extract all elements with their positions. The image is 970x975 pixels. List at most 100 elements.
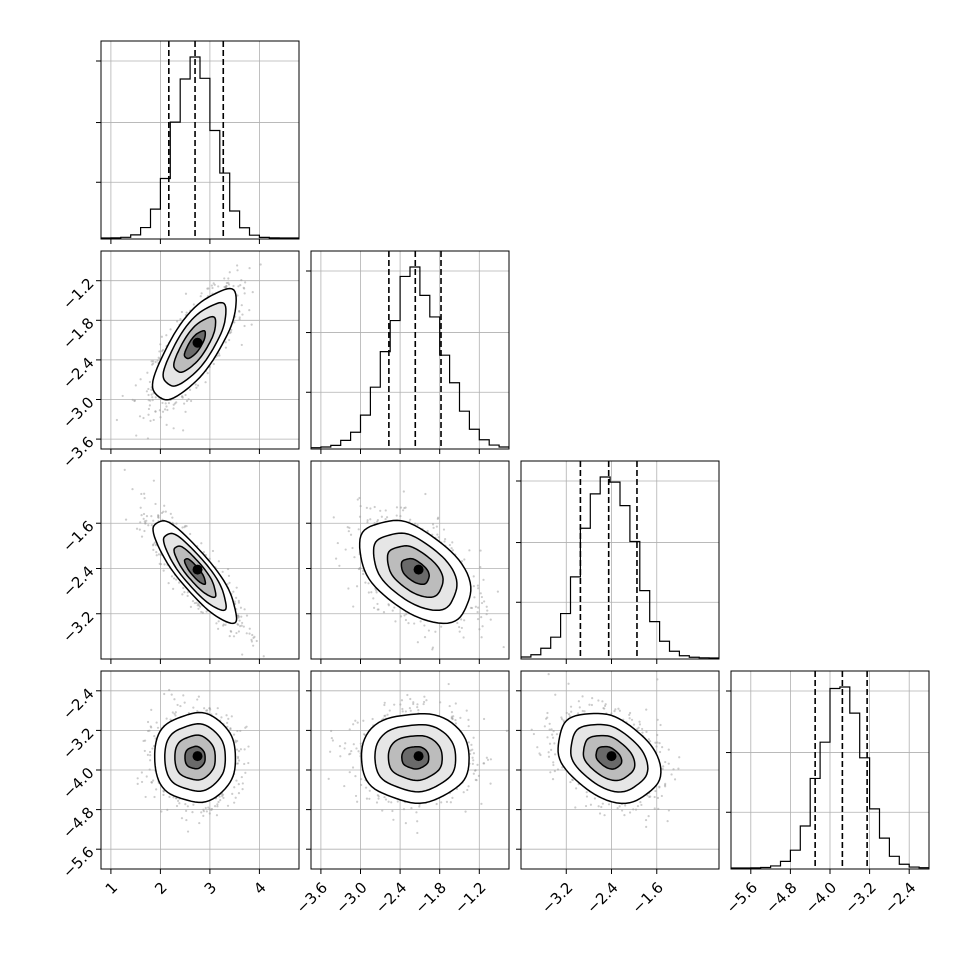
scatter-point (241, 788, 243, 790)
scatter-point (184, 411, 186, 413)
scatter-point (153, 735, 155, 737)
scatter-point (152, 362, 154, 364)
scatter-point (238, 759, 240, 761)
scatter-point (161, 402, 163, 404)
x-tick-label: 3 (201, 879, 220, 898)
scatter-point (181, 593, 183, 595)
scatter-point (192, 600, 194, 602)
scatter-point (413, 622, 415, 624)
scatter-point (205, 709, 207, 711)
scatter-point (480, 616, 482, 618)
scatter-point (168, 689, 170, 691)
scatter-point (185, 293, 187, 295)
scatter-point (162, 511, 164, 513)
scatter-point (159, 416, 161, 418)
scatter-point (236, 264, 238, 266)
scatter-point (178, 581, 180, 583)
scatter-point (436, 525, 438, 527)
scatter-point (173, 698, 175, 700)
scatter-point (368, 591, 370, 593)
scatter-point (147, 524, 149, 526)
panel-content (101, 461, 299, 663)
scatter-point (247, 762, 249, 764)
scatter-point (233, 734, 235, 736)
scatter-point (233, 786, 235, 788)
scatter-point (244, 772, 246, 774)
scatter-point (143, 530, 145, 532)
scatter-point (227, 805, 229, 807)
scatter-point (244, 748, 246, 750)
scatter-point (458, 626, 460, 628)
scatter-point (144, 520, 146, 522)
density-peak (193, 565, 203, 575)
scatter-point (163, 563, 165, 565)
scatter-point (151, 396, 153, 398)
scatter-point (235, 632, 237, 634)
scatter-point (400, 615, 402, 617)
scatter-point (116, 419, 118, 421)
scatter-point (153, 796, 155, 798)
scatter-point (229, 271, 231, 273)
scatter-point (200, 295, 202, 297)
scatter-point (210, 809, 212, 811)
scatter-point (173, 713, 175, 715)
scatter-point (188, 398, 190, 400)
scatter-point (377, 798, 379, 800)
scatter-point (151, 781, 153, 783)
scatter-point (229, 332, 231, 334)
scatter-point (151, 360, 153, 362)
scatter-point (241, 653, 243, 655)
scatter-point (252, 637, 254, 639)
scatter-point (437, 517, 439, 519)
scatter-point (155, 361, 157, 363)
scatter-point (206, 810, 208, 812)
x-tick-label: 2 (151, 879, 170, 898)
scatter-point (147, 388, 149, 390)
scatter-point (239, 318, 241, 320)
scatter-point (241, 313, 243, 315)
scatter-point (248, 267, 250, 269)
scatter-point (403, 614, 405, 616)
scatter-point (225, 714, 227, 716)
scatter-point (443, 528, 445, 530)
scatter-point (241, 304, 243, 306)
scatter-point (147, 721, 149, 723)
scatter-point (332, 739, 334, 741)
scatter-point (432, 523, 434, 525)
scatter-point (385, 509, 387, 511)
scatter-point (347, 526, 349, 528)
scatter-point (423, 624, 425, 626)
scatter-point (400, 506, 402, 508)
scatter-point (362, 573, 364, 575)
scatter-point (244, 281, 246, 283)
scatter-point (410, 710, 412, 712)
panel-3-1: −3.6−3.0−2.4−1.8−1.2 (293, 671, 516, 917)
scatter-point (238, 792, 240, 794)
scatter-point (344, 742, 346, 744)
scatter-point (241, 624, 243, 626)
panel-2-0: −3.2−2.4−1.6 (59, 461, 299, 664)
scatter-point (158, 553, 160, 555)
scatter-point (192, 804, 194, 806)
scatter-point (147, 437, 149, 439)
scatter-point (225, 347, 227, 349)
scatter-point (379, 510, 381, 512)
panel-1-0: −3.6−3.0−2.4−1.8−1.2 (59, 251, 299, 471)
scatter-point (146, 515, 148, 517)
scatter-point (423, 701, 425, 703)
scatter-point (486, 606, 488, 608)
scatter-point (236, 730, 238, 732)
histogram (521, 477, 719, 658)
scatter-point (243, 763, 245, 765)
y-tick-label: −3.2 (59, 724, 97, 762)
scatter-point (479, 549, 481, 551)
scatter-point (172, 407, 174, 409)
scatter-point (227, 568, 229, 570)
scatter-point (140, 378, 142, 380)
scatter-point (141, 536, 143, 538)
scatter-point (185, 810, 187, 812)
scatter-point (376, 591, 378, 593)
scatter-point (424, 493, 426, 495)
scatter-point (225, 341, 227, 343)
scatter-point (358, 528, 360, 530)
